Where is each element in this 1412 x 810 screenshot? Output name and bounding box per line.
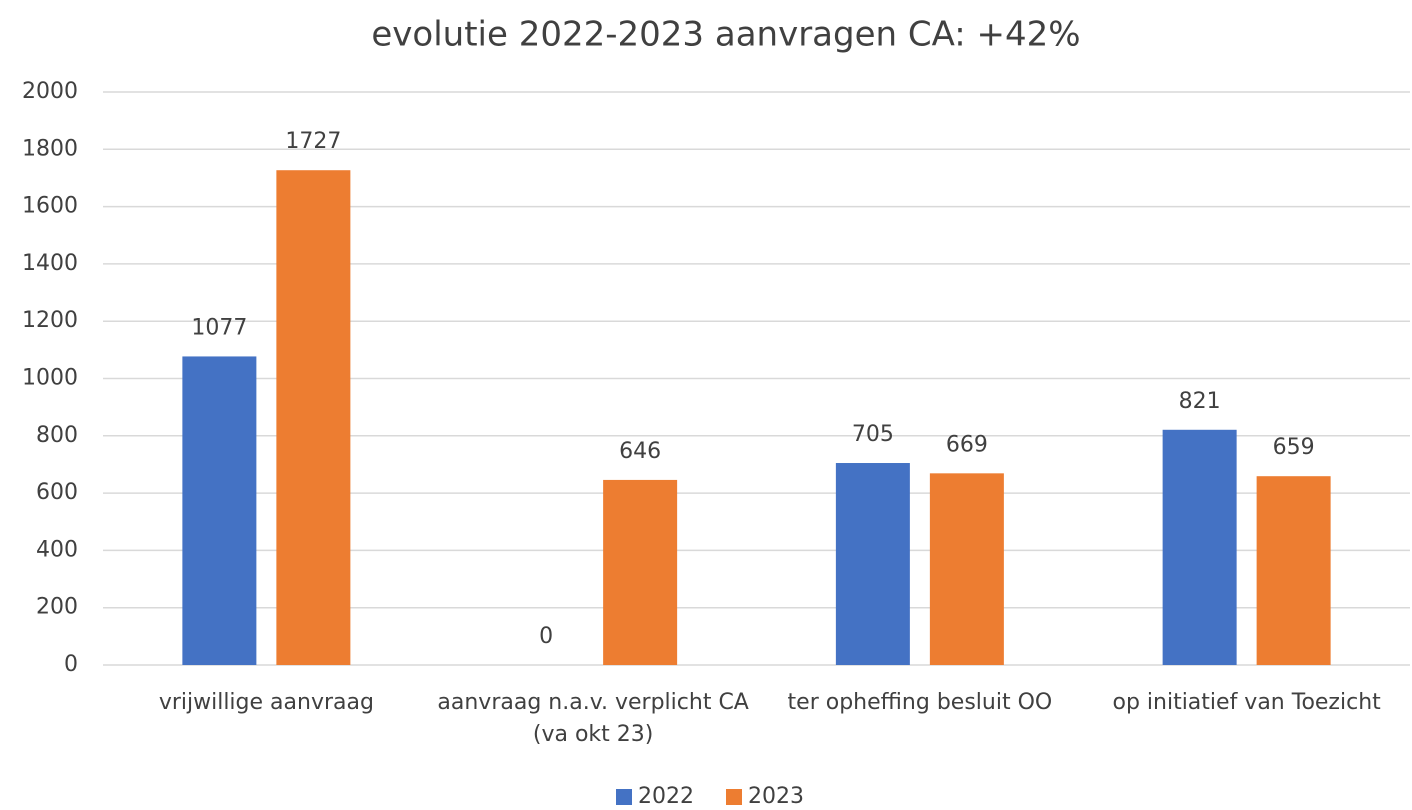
data-label: 705 (852, 422, 894, 447)
bar (182, 356, 257, 665)
legend-label: 2023 (748, 784, 804, 809)
y-tick-label: 400 (36, 537, 78, 562)
bar (1162, 429, 1237, 665)
data-label: 1077 (191, 315, 247, 340)
y-tick-label: 2000 (22, 79, 78, 104)
y-tick-label: 1000 (22, 366, 78, 391)
legend-swatch (616, 789, 632, 805)
data-label: 821 (1179, 389, 1221, 414)
x-tick-label: aanvraag n.a.v. verplicht CA (va okt 23) (437, 690, 749, 747)
legend-swatch (726, 789, 742, 805)
x-tick-label: vrijwillige aanvraag (158, 690, 374, 715)
bar (929, 473, 1004, 665)
y-tick-label: 1200 (22, 308, 78, 333)
y-tick-label: 1400 (22, 251, 78, 276)
chart-title: evolutie 2022-2023 aanvragen CA: +42% (371, 15, 1080, 55)
data-label: 659 (1273, 435, 1315, 460)
x-tick-label: ter opheffing besluit OO (787, 690, 1053, 715)
bar (1256, 476, 1331, 665)
data-label: 1727 (285, 129, 341, 154)
y-tick-label: 1600 (22, 194, 78, 219)
data-label: 0 (539, 624, 553, 649)
y-tick-label: 200 (36, 595, 78, 620)
y-tick-label: 600 (36, 480, 78, 505)
bar (835, 463, 910, 665)
legend-label: 2022 (638, 784, 694, 809)
y-tick-label: 800 (36, 423, 78, 448)
data-label: 646 (619, 439, 661, 464)
data-label: 669 (946, 432, 988, 457)
bar (276, 170, 351, 666)
x-tick-label: op initiatief van Toezicht (1112, 690, 1381, 715)
y-tick-label: 1800 (22, 136, 78, 161)
y-tick-label: 0 (64, 652, 78, 677)
bar (603, 479, 678, 665)
